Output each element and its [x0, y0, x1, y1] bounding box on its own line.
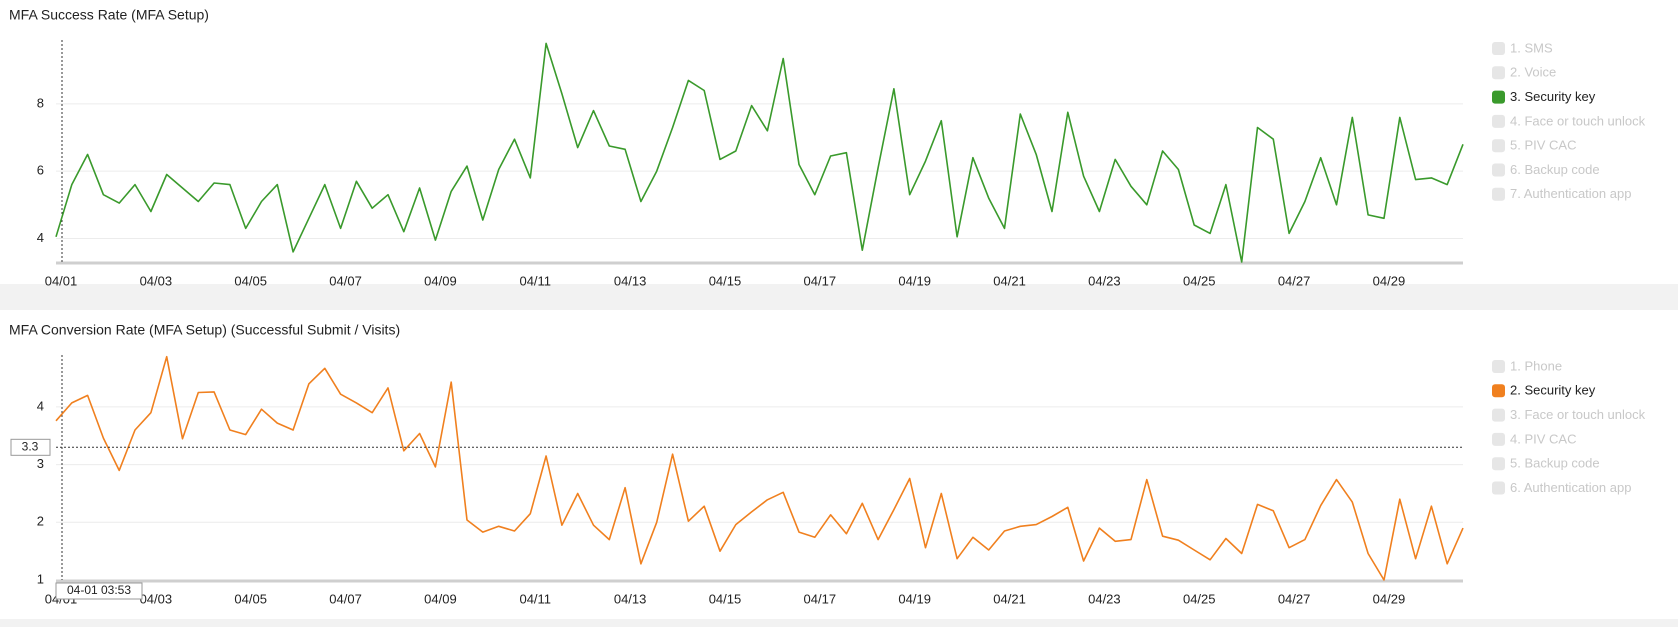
legend-swatch — [1492, 66, 1505, 80]
x-tick-label: 04/19 — [898, 273, 931, 288]
x-tick-label: 04/23 — [1088, 273, 1121, 288]
crosshair-y-box — [10, 438, 51, 456]
x-tick-label: 04/15 — [709, 273, 742, 288]
x-tick-label: 04/05 — [234, 273, 267, 288]
x-tick-label: 04/21 — [993, 273, 1026, 288]
panel-divider — [0, 284, 1678, 310]
data-line — [55, 355, 1464, 581]
data-line — [55, 42, 1464, 263]
x-tick-label: 04/07 — [329, 273, 362, 288]
y-tick-label: 2 — [37, 514, 44, 529]
legend-swatch — [1492, 139, 1505, 153]
legend-label: 4. Face or touch unlock — [1510, 113, 1646, 128]
x-tick-label: 04/23 — [1088, 591, 1121, 606]
x-tick-label: 04/03 — [140, 273, 173, 288]
x-tick-label: 04/09 — [424, 273, 457, 288]
legend-swatch — [1492, 360, 1505, 373]
panel-divider — [0, 619, 1678, 627]
x-tick-label: 04/21 — [993, 591, 1026, 606]
x-tick-label: 04/03 — [140, 591, 173, 606]
y-tick-label: 3 — [37, 456, 44, 471]
x-tick-label: 04/29 — [1373, 273, 1406, 288]
legend-label: 3. Security key — [1510, 89, 1596, 104]
x-tick-label: 04/11 — [519, 591, 551, 606]
legend-label: 4. PIV CAC — [1510, 431, 1576, 446]
y-tick-label: 1 — [37, 571, 44, 586]
legend-label: 3. Face or touch unlock — [1510, 407, 1646, 422]
legend-swatch — [1492, 481, 1505, 495]
x-tick-label: 04/11 — [519, 273, 551, 288]
legend-label: 6. Authentication app — [1510, 480, 1631, 495]
legend-swatch — [1492, 42, 1505, 55]
x-tick-label: 04/17 — [804, 273, 837, 288]
x-tick-label: 04/13 — [614, 273, 647, 288]
legend-swatch — [1492, 408, 1505, 422]
legend-label: 6. Backup code — [1510, 162, 1600, 177]
legend-swatch — [1492, 432, 1505, 446]
legend-swatch — [1492, 114, 1505, 128]
chart-title: MFA Success Rate (MFA Setup) — [9, 7, 209, 23]
legend-swatch — [1492, 457, 1505, 471]
x-tick-label: 04/15 — [709, 591, 742, 606]
legend-label: 1. SMS — [1510, 40, 1553, 55]
x-tick-label: 04/09 — [424, 591, 457, 606]
x-tick-label: 04/17 — [804, 591, 837, 606]
crosshair-x-label: 04-01 03:53 — [67, 583, 131, 597]
crosshair-y-label: 3.3 — [22, 439, 39, 453]
y-tick-label: 4 — [37, 398, 44, 413]
x-tick-label: 04/05 — [234, 591, 267, 606]
legend-swatch — [1492, 90, 1505, 104]
legend-swatch — [1492, 163, 1505, 177]
x-tick-label: 04/19 — [898, 591, 931, 606]
legend-label: 7. Authentication app — [1510, 186, 1631, 201]
legend-label: 2. Security key — [1510, 383, 1596, 398]
legend-label: 5. Backup code — [1510, 456, 1600, 471]
y-tick-label: 8 — [37, 95, 44, 110]
chart-title: MFA Conversion Rate (MFA Setup) (Success… — [9, 322, 400, 338]
crosshair-x-box — [55, 582, 143, 600]
x-tick-label: 04/27 — [1278, 273, 1311, 288]
legend-label: 5. PIV CAC — [1510, 138, 1576, 153]
legend-swatch — [1492, 384, 1505, 398]
x-tick-label: 04/25 — [1183, 591, 1216, 606]
x-tick-label: 04/27 — [1278, 591, 1311, 606]
y-tick-label: 6 — [37, 163, 44, 178]
legend-label: 1. Phone — [1510, 358, 1562, 373]
x-tick-label: 04/13 — [614, 591, 647, 606]
legend-swatch — [1492, 187, 1505, 201]
y-tick-label: 4 — [37, 230, 44, 245]
x-tick-label: 04/07 — [329, 591, 362, 606]
x-tick-label: 04/25 — [1183, 273, 1216, 288]
x-tick-label: 04/01 — [45, 273, 78, 288]
x-tick-label: 04/29 — [1373, 591, 1406, 606]
legend-label: 2. Voice — [1510, 65, 1556, 80]
